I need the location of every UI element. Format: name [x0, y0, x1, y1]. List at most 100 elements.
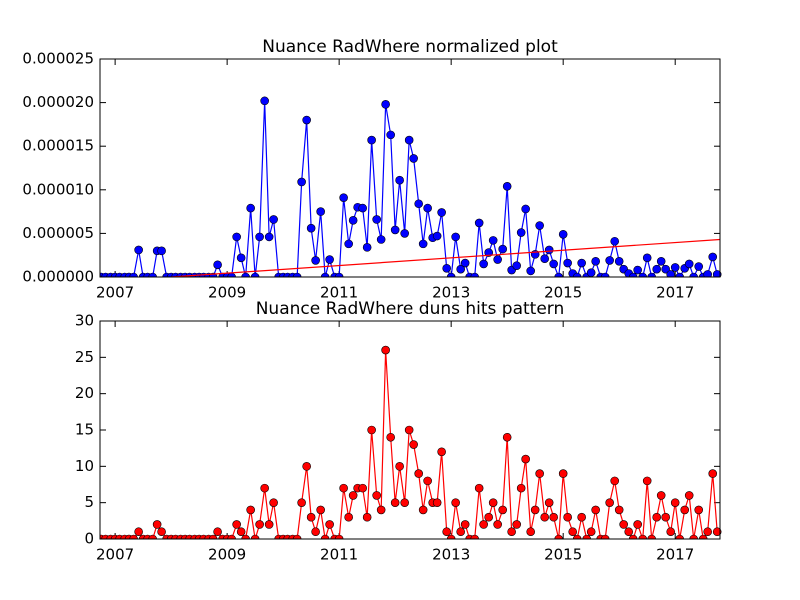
y-tick-label: 10 — [75, 457, 94, 475]
data-point — [250, 534, 260, 539]
data-point — [512, 261, 521, 270]
plot-frame — [99, 58, 721, 278]
data-point — [516, 483, 526, 493]
data-point — [460, 258, 470, 268]
data-point — [456, 527, 465, 537]
data-point — [381, 100, 390, 109]
x-tick-label: 2013 — [432, 546, 470, 564]
data-point — [502, 432, 512, 442]
data-point — [367, 425, 376, 435]
data-point — [134, 245, 143, 255]
data-point — [409, 154, 418, 163]
data-point — [633, 265, 642, 275]
data-point — [255, 520, 264, 529]
data-point — [269, 215, 278, 224]
data-point — [432, 231, 442, 241]
data-point — [540, 512, 549, 522]
data-point — [148, 534, 157, 539]
data-point — [619, 520, 628, 529]
data-point — [656, 257, 666, 266]
data-point — [684, 491, 694, 500]
data-point — [339, 483, 348, 493]
data-point — [250, 272, 260, 277]
data-point — [241, 272, 250, 277]
data-point — [493, 520, 502, 529]
data-point — [460, 520, 470, 529]
data-point — [628, 272, 638, 277]
data-point — [232, 232, 241, 242]
data-point — [549, 259, 558, 269]
y-tick-label: 0.000025 — [22, 50, 94, 68]
data-point — [521, 204, 530, 214]
data-point — [554, 272, 563, 277]
data-point — [670, 498, 680, 507]
data-point — [479, 259, 488, 269]
data-point — [404, 425, 414, 435]
y-tick-label: 0.000010 — [22, 180, 94, 198]
data-point — [325, 255, 334, 264]
data-point — [516, 228, 526, 237]
data-point — [638, 272, 648, 277]
x-tick-label: 2007 — [96, 284, 134, 302]
data-point — [418, 239, 428, 249]
data-point — [549, 512, 558, 522]
data-point — [404, 135, 414, 145]
data-point — [614, 505, 624, 515]
data-point — [437, 447, 446, 457]
data-point — [437, 208, 446, 217]
data-point — [446, 534, 456, 539]
data-point — [498, 505, 507, 515]
data-point — [390, 225, 400, 235]
data-point — [451, 232, 460, 242]
y-tick-label: 30 — [75, 312, 94, 330]
data-point — [386, 432, 395, 442]
y-tick-label: 0.000020 — [22, 93, 94, 111]
data-point — [661, 512, 670, 522]
data-point — [633, 520, 642, 529]
data-point — [642, 253, 652, 263]
x-tick-label: 2009 — [208, 284, 246, 302]
data-point — [479, 520, 488, 529]
data-point — [372, 491, 381, 500]
data-point — [344, 239, 353, 249]
data-point — [474, 218, 484, 228]
data-point — [689, 272, 698, 277]
data-point — [302, 462, 311, 471]
x-tick-label: 2015 — [544, 546, 582, 564]
data-point — [577, 258, 586, 268]
data-point — [586, 268, 596, 277]
data-point — [451, 498, 460, 507]
data-point — [311, 256, 320, 265]
y-tick-label: 15 — [75, 421, 94, 439]
data-point — [157, 527, 166, 537]
data-point — [344, 512, 353, 522]
chart-title: Nuance RadWhere duns hits pattern — [256, 299, 565, 319]
data-point — [708, 469, 718, 478]
y-tick-label: 5 — [84, 493, 94, 511]
x-tick-label: 2011 — [320, 546, 358, 564]
data-point — [367, 135, 376, 145]
data-point — [241, 534, 250, 539]
data-point — [376, 235, 386, 244]
data-point — [302, 115, 311, 125]
data-point — [423, 476, 432, 486]
data-point — [521, 454, 530, 464]
data-point — [652, 512, 662, 522]
data-point — [535, 221, 544, 230]
data-point — [334, 534, 344, 539]
x-tick-label: 2015 — [544, 284, 582, 302]
y-tick-label: 25 — [75, 348, 94, 366]
data-point — [600, 272, 610, 277]
data-point — [381, 345, 390, 355]
data-point — [689, 534, 698, 539]
x-tick-label: 2017 — [656, 284, 694, 302]
data-point — [348, 491, 358, 500]
data-point — [502, 182, 512, 191]
data-point — [600, 534, 610, 539]
data-point — [535, 469, 544, 478]
data-point — [264, 520, 274, 529]
data-point — [493, 255, 502, 264]
data-point — [577, 512, 586, 522]
data-point — [414, 469, 423, 478]
